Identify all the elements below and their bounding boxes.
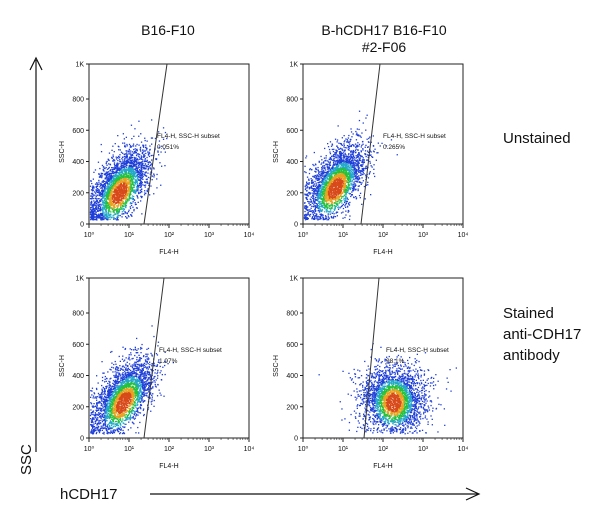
y-tick-label: 1K: [75, 276, 84, 283]
x-tick-label: 10⁴: [244, 446, 255, 453]
gate-line: [143, 63, 168, 225]
y-tick-label: 1K: [75, 62, 84, 69]
y-tick-label: 0: [80, 436, 84, 443]
y-tick-label: 600: [72, 342, 84, 349]
x-tick-label: 10³: [418, 232, 429, 239]
hcdh17-axis-arrow-head: [465, 487, 481, 501]
y-tick-label: 600: [72, 128, 84, 135]
column-title-b-hcdh17: B-hCDH17 B16-F10 #2-F06: [284, 22, 484, 56]
y-axis-label: SSC-H: [59, 355, 66, 377]
x-tick-label: 10⁰: [84, 231, 95, 239]
x-tick-label: 10¹: [124, 446, 135, 453]
x-tick-label: 10⁰: [298, 445, 309, 453]
plot-frame: [302, 277, 464, 439]
ssc-axis-label: SSC: [18, 444, 35, 475]
y-tick-label: 0: [294, 222, 298, 229]
y-axis-label: SSC-H: [273, 355, 280, 377]
gate-value: 98.1%: [386, 358, 405, 365]
y-tick-label: 800: [286, 311, 298, 318]
ssc-axis-arrow-head: [29, 56, 43, 71]
y-tick-label: 400: [286, 159, 298, 166]
x-tick-label: 10²: [378, 232, 389, 239]
gate-value: 0.051%: [157, 144, 179, 151]
y-tick-label: 200: [286, 404, 298, 411]
y-tick-label: 600: [286, 128, 298, 135]
cell-events: [318, 343, 457, 435]
gate-label: FL4-H, SSC-H subset: [386, 347, 449, 354]
y-axis-label: SSC-H: [59, 141, 66, 163]
x-tick-label: 10²: [164, 446, 175, 453]
y-tick-label: 800: [72, 97, 84, 104]
cell-events: [303, 110, 398, 221]
y-tick-label: 200: [286, 190, 298, 197]
y-tick-label: 400: [72, 159, 84, 166]
flow-plot-hcdh17-stained: FL4-H, SSC-H subset 98.1% 0 200 400 600 800 1K 1…: [273, 276, 469, 471]
row-label-unstained: Unstained: [503, 130, 571, 147]
y-tick-label: 600: [286, 342, 298, 349]
x-axis-label: FL4-H: [373, 463, 392, 470]
x-tick-label: 10⁴: [458, 232, 469, 239]
flow-plot-b16-stained: FL4-H, SSC-H subset 1.97% 0 200 400 600 800 1K 1…: [59, 276, 255, 471]
gate-line: [143, 277, 165, 439]
y-tick-label: 200: [72, 404, 84, 411]
y-tick-label: 1K: [289, 276, 298, 283]
x-tick-label: 10³: [418, 446, 429, 453]
row-label-stained: Stained anti-CDH17 antibody: [503, 305, 582, 364]
gate-line: [360, 63, 381, 225]
gate-line: [363, 277, 380, 439]
x-axis-label: FL4-H: [373, 249, 392, 256]
flow-plot-b16-unstained: FL4-H, SSC-H subset 0.051% 0 200 400 600 800 1K…: [59, 62, 255, 257]
x-tick-label: 10³: [204, 446, 215, 453]
x-tick-label: 10²: [164, 232, 175, 239]
x-tick-label: 10¹: [338, 446, 349, 453]
y-tick-label: 0: [80, 222, 84, 229]
x-tick-label: 10⁴: [458, 446, 469, 453]
y-tick-label: 400: [286, 373, 298, 380]
gate-label: FL4-H, SSC-H subset: [383, 133, 446, 140]
hcdh17-axis-label: hCDH17: [60, 486, 118, 503]
x-tick-label: 10²: [378, 446, 389, 453]
y-tick-label: 800: [286, 97, 298, 104]
x-axis-label: FL4-H: [159, 463, 178, 470]
column-title-b-hcdh17-text: B-hCDH17 B16-F10 #2-F06: [321, 22, 447, 55]
gate-value: 0.265%: [383, 144, 405, 151]
x-tick-label: 10⁴: [244, 232, 255, 239]
gate-value: 1.97%: [159, 358, 178, 365]
column-title-b16-f10: B16-F10: [141, 22, 195, 38]
cell-events: [89, 119, 168, 221]
y-tick-label: 1K: [289, 62, 298, 69]
x-tick-label: 10¹: [124, 232, 135, 239]
y-tick-label: 200: [72, 190, 84, 197]
x-tick-label: 10¹: [338, 232, 349, 239]
y-axis-label: SSC-H: [273, 141, 280, 163]
y-tick-label: 0: [294, 436, 298, 443]
x-tick-label: 10⁰: [298, 231, 309, 239]
x-tick-label: 10³: [204, 232, 215, 239]
gate-label: FL4-H, SSC-H subset: [157, 133, 220, 140]
gate-label: FL4-H, SSC-H subset: [159, 347, 222, 354]
y-tick-label: 400: [72, 373, 84, 380]
flow-plot-hcdh17-unstained: FL4-H, SSC-H subset 0.265% 0 200 400 600 800 1K…: [273, 62, 469, 257]
y-tick-label: 800: [72, 311, 84, 318]
x-axis-label: FL4-H: [159, 249, 178, 256]
x-tick-label: 10⁰: [84, 445, 95, 453]
